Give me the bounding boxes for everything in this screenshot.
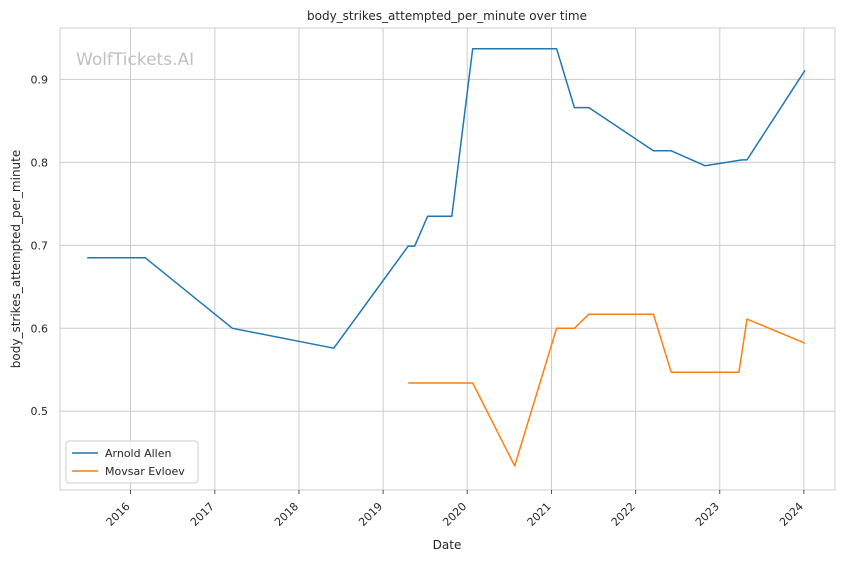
watermark: WolfTickets.AI [76,50,194,70]
series-line-movsar-evloev [408,313,806,467]
legend: Arnold Allen Movsar Evloev [65,440,199,484]
series-line-arnold-allen [87,47,806,349]
y-tick-label: 0.8 [31,156,49,169]
y-tick-label: 0.5 [31,405,49,418]
legend-label-arnold-allen: Arnold Allen [105,447,171,460]
grid-lines [60,28,835,490]
y-tick-label: 0.6 [31,322,49,335]
x-axis-ticks: 2016 2017 2018 2019 2020 2021 2022 2023 2024 [104,490,806,529]
x-axis-label: Date [433,538,462,552]
series-lines [87,47,806,467]
plot-frame [59,27,836,491]
legend-label-movsar-evloev: Movsar Evloev [105,465,185,478]
y-tick-label: 0.7 [31,239,49,252]
legend-box [65,440,199,484]
plot-area [60,28,835,490]
y-axis-label: body_strikes_attempted_per_minute [9,150,23,368]
y-axis-ticks: 0.5 0.6 0.7 0.8 0.9 [31,73,49,418]
chart-title: body_strikes_attempted_per_minute over t… [307,9,587,23]
y-tick-label: 0.9 [31,73,49,86]
